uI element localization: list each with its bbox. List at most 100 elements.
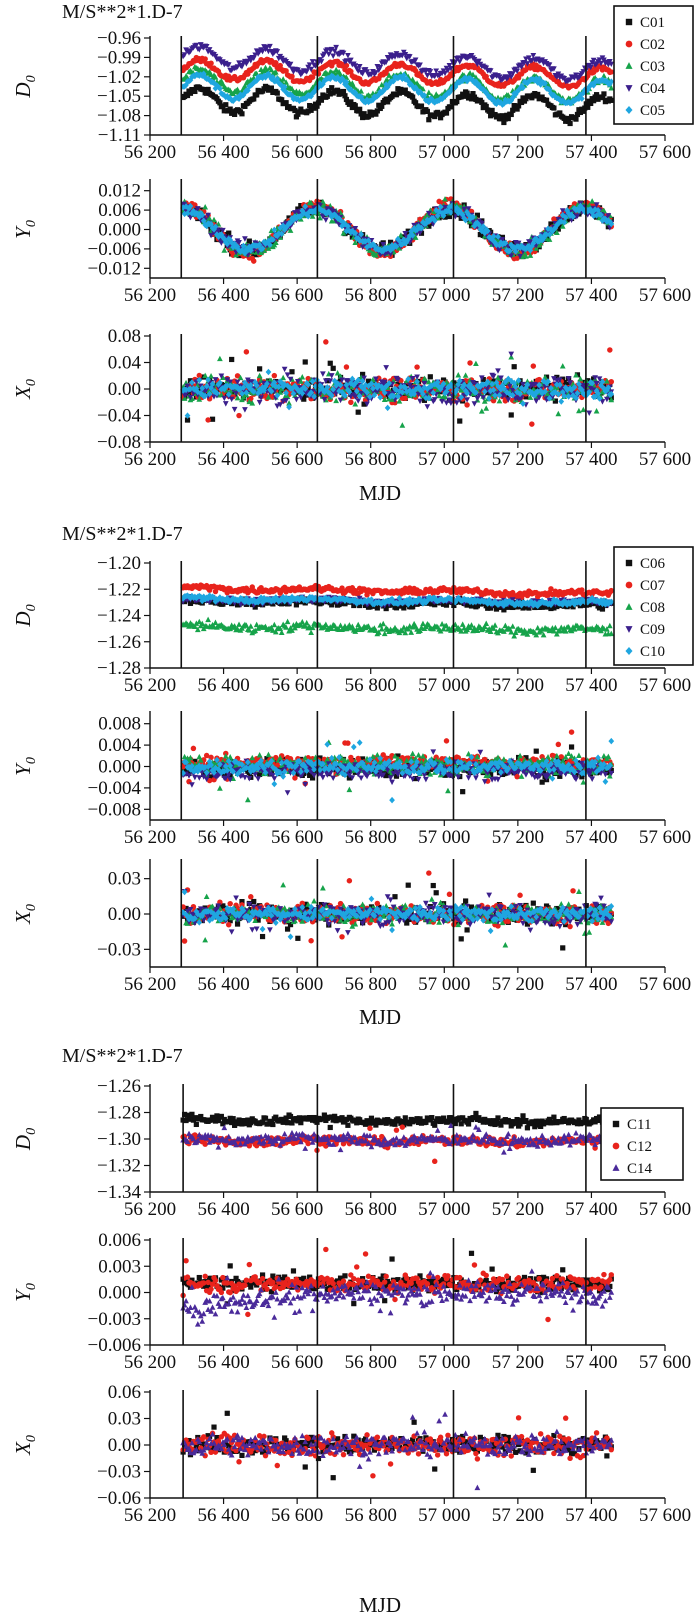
data-point-c05 — [315, 387, 322, 395]
x-tick-label: 57 400 — [565, 285, 617, 306]
data-point-c01 — [467, 93, 473, 99]
data-point-c05 — [542, 388, 548, 395]
data-point-c03 — [399, 422, 406, 428]
data-point-c04 — [551, 376, 557, 382]
series-c05 — [180, 202, 615, 257]
data-point-c05 — [562, 214, 569, 221]
data-point-c01 — [479, 99, 485, 105]
data-point-c05 — [473, 78, 479, 85]
data-point-c06 — [526, 605, 532, 611]
data-point-c03 — [196, 396, 203, 402]
data-point-c05 — [375, 382, 382, 389]
data-point-c03 — [546, 236, 553, 242]
data-point-c04 — [227, 379, 234, 385]
data-point-c05 — [343, 79, 350, 86]
data-point-c04 — [551, 66, 557, 72]
data-point-c01 — [446, 213, 453, 220]
data-point-c05 — [243, 389, 250, 396]
data-point-c04 — [233, 390, 239, 397]
data-point-c03 — [340, 230, 347, 236]
data-point-c05 — [461, 215, 468, 222]
data-point-c03 — [256, 372, 263, 379]
x-tick-label: 57 400 — [565, 449, 617, 470]
data-point-c01 — [427, 374, 433, 380]
data-point-c04 — [586, 410, 593, 416]
data-point-c01 — [564, 217, 570, 223]
y-tick-label: −1.20 — [97, 553, 141, 574]
data-point-c05 — [343, 227, 350, 235]
data-point-c04 — [308, 66, 314, 73]
data-point-c05 — [262, 74, 269, 81]
x-tick-label: 56 400 — [197, 142, 249, 163]
data-point-c05 — [423, 394, 429, 402]
data-point-c05 — [300, 209, 307, 217]
data-point-c05 — [189, 379, 195, 386]
data-point-c04 — [496, 74, 503, 80]
data-point-c04 — [499, 237, 506, 243]
data-point-c05 — [333, 212, 339, 220]
chart-group-2: M/S**2*1.D-7−1.20−1.22−1.24−1.26−1.2856 … — [11, 523, 694, 1029]
data-point-c01 — [283, 100, 289, 106]
data-point-c04 — [295, 378, 301, 385]
data-point-c01 — [187, 378, 194, 384]
data-point-c01 — [329, 85, 335, 91]
data-point-c06 — [485, 605, 491, 611]
data-point-c01 — [574, 111, 581, 118]
data-point-c06 — [468, 603, 475, 609]
data-point-c03 — [473, 74, 479, 80]
data-point-c05 — [352, 380, 359, 387]
data-point-c05 — [436, 97, 442, 104]
data-point-c04 — [222, 401, 229, 407]
data-point-c04 — [498, 375, 504, 381]
data-point-c03 — [268, 227, 275, 234]
data-point-c02 — [348, 68, 354, 75]
data-point-c01 — [504, 112, 510, 118]
data-point-c04 — [443, 400, 450, 406]
data-point-c01 — [567, 120, 573, 127]
data-point-c04 — [478, 375, 485, 381]
data-point-c05 — [396, 388, 403, 395]
data-point-c05 — [320, 80, 326, 88]
data-point-c07 — [364, 592, 370, 598]
data-point-c06 — [329, 602, 335, 608]
data-point-c05 — [606, 218, 613, 226]
data-point-c04 — [608, 61, 615, 68]
data-point-c06 — [443, 602, 450, 608]
data-point-c02 — [348, 399, 354, 406]
data-point-c05 — [205, 376, 211, 384]
data-point-c02 — [607, 347, 613, 353]
y-tick-label: −1.28 — [97, 658, 141, 679]
data-point-c02 — [196, 372, 203, 379]
data-point-c01 — [599, 94, 606, 101]
data-point-c05 — [271, 226, 278, 234]
data-point-c03 — [234, 394, 241, 401]
data-point-c05 — [561, 219, 568, 226]
data-point-c01 — [461, 93, 467, 99]
data-point-c05 — [206, 390, 213, 398]
data-point-c04 — [359, 244, 366, 250]
data-point-c01 — [577, 109, 583, 116]
data-point-c05 — [393, 243, 400, 250]
data-point-c06 — [501, 607, 507, 613]
data-point-c01 — [585, 104, 591, 110]
data-point-c05 — [280, 85, 287, 93]
data-point-c03 — [309, 213, 316, 219]
data-point-c01 — [574, 372, 581, 378]
x-tick-label: 56 800 — [345, 285, 397, 306]
data-point-c06 — [561, 603, 567, 609]
data-point-c04 — [590, 387, 597, 393]
data-point-c04 — [215, 228, 222, 235]
data-point-c03 — [217, 355, 223, 362]
data-point-c01 — [308, 107, 314, 113]
data-point-c05 — [221, 235, 228, 243]
data-point-c04 — [412, 57, 419, 63]
x-tick-label: 57 000 — [418, 675, 470, 696]
data-point-c05 — [339, 75, 345, 82]
data-point-c01 — [254, 92, 260, 98]
data-point-c05 — [473, 389, 479, 396]
data-point-c05 — [215, 233, 222, 241]
data-point-c05 — [325, 208, 332, 215]
data-point-c04 — [383, 59, 390, 66]
data-point-c05 — [449, 202, 456, 209]
data-point-c05 — [227, 236, 234, 244]
